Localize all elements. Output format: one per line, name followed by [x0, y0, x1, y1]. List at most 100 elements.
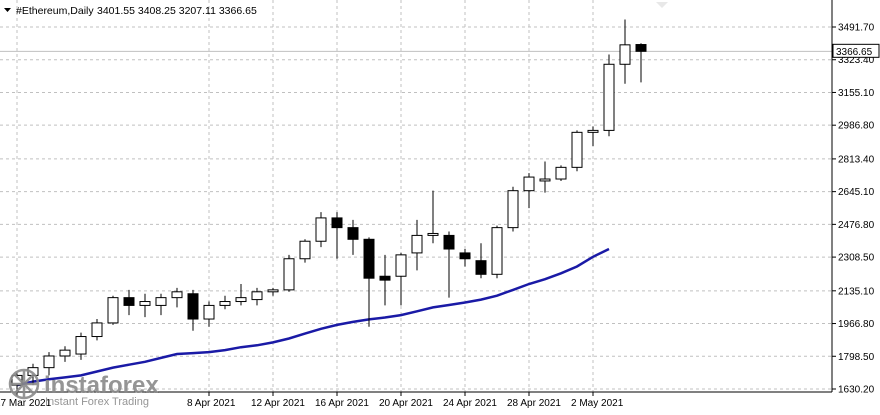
candle — [299, 239, 311, 263]
candle — [523, 173, 535, 209]
candle-body-bull — [155, 297, 167, 306]
candle — [603, 54, 615, 137]
candle — [331, 212, 343, 259]
candle-body-bull — [299, 240, 311, 260]
candle-body-bull — [491, 227, 503, 275]
x-tick-label: 2 May 2021 — [571, 398, 624, 409]
candle-body-bull — [171, 291, 183, 299]
candle-body-bear — [475, 260, 487, 275]
candle — [395, 252, 407, 306]
candle — [475, 243, 487, 279]
candle-body-bull — [555, 166, 567, 180]
candle-body-bull — [619, 44, 631, 65]
symbol-label: #Ethereum,Daily — [16, 5, 94, 17]
candle — [427, 190, 439, 244]
candle-body-bull — [315, 217, 327, 242]
y-tick-label: 2476.80 — [838, 220, 875, 231]
candle — [459, 249, 471, 267]
watermark-tagline: Instant Forex Trading — [45, 396, 149, 408]
candle — [123, 289, 135, 316]
candle-body-bull — [43, 355, 55, 369]
candle — [283, 254, 295, 292]
instaforex-logo-icon — [8, 368, 40, 400]
candle — [59, 346, 71, 362]
candle-body-bull — [75, 336, 87, 355]
candle-body-bull — [603, 63, 615, 131]
y-tick-label: 1798.50 — [838, 352, 875, 363]
candle — [539, 161, 551, 193]
candle-body-bear — [123, 297, 135, 306]
x-tick-label: 8 Apr 2021 — [187, 398, 236, 409]
candle — [491, 225, 503, 279]
candle — [635, 43, 647, 83]
candle-body-bear — [187, 293, 199, 320]
y-tick-label: 2986.80 — [838, 121, 875, 132]
candle — [187, 289, 199, 331]
candle — [219, 295, 231, 310]
shift-marker-icon[interactable] — [656, 2, 668, 8]
y-tick-label: 2645.10 — [838, 187, 875, 198]
candle — [619, 19, 631, 84]
current-price-label: 3366.65 — [836, 47, 873, 58]
candle — [507, 186, 519, 232]
candle-body-bear — [443, 234, 455, 250]
candles — [11, 19, 647, 391]
candle-body-bull — [91, 322, 103, 338]
candle — [75, 332, 87, 360]
candle-body-bull — [523, 176, 535, 192]
y-tick-label: 3323.40 — [838, 55, 875, 66]
candle-body-bear — [331, 217, 343, 229]
candle — [267, 287, 279, 296]
x-tick-label: 24 Apr 2021 — [443, 398, 497, 409]
candle — [347, 219, 359, 255]
x-tick-label: 16 Apr 2021 — [315, 398, 369, 409]
chart-header: #Ethereum,Daily 3401.55 3408.25 3207.11 … — [4, 5, 257, 17]
candle-body-bull — [411, 234, 423, 254]
candle-body-bear — [363, 238, 375, 279]
current-price-box — [832, 43, 880, 58]
candle — [251, 287, 263, 306]
candle — [379, 254, 391, 306]
candle-body-bull — [251, 291, 263, 301]
y-tick-label: 2813.40 — [838, 154, 875, 165]
candle-body-bull — [539, 178, 551, 182]
candle-body-bull — [427, 232, 439, 236]
candle — [91, 319, 103, 341]
candle-body-bull — [107, 297, 119, 324]
y-tick-label: 1630.20 — [838, 385, 875, 396]
candle — [155, 293, 167, 316]
candle-body-bull — [267, 289, 279, 293]
candle-body-bull — [219, 301, 231, 306]
candle-body-bull — [59, 349, 71, 357]
dropdown-triangle-icon[interactable] — [4, 8, 11, 12]
candle-body-bull — [139, 301, 151, 306]
x-tick-label: 27 Mar 2021 — [0, 398, 52, 409]
candle-body-bear — [379, 275, 391, 281]
candle — [171, 287, 183, 308]
candle-body-bull — [203, 304, 215, 320]
candle — [43, 352, 55, 376]
y-tick-label: 3155.10 — [838, 88, 875, 99]
watermark-brand: instaforex — [44, 372, 159, 399]
y-tick-label: 3491.70 — [838, 23, 875, 34]
candle — [363, 237, 375, 327]
candle — [203, 301, 215, 327]
ohlc-values: 3401.55 3408.25 3207.11 3366.65 — [97, 5, 257, 17]
watermark: instaforex Instant Forex Trading — [8, 368, 159, 408]
y-tick-label: 2135.10 — [838, 286, 875, 297]
candle-body-bear — [635, 44, 647, 52]
candle-body-bull — [571, 131, 583, 168]
candle-body-bull — [283, 258, 295, 291]
x-tick-label: 12 Apr 2021 — [251, 398, 305, 409]
x-tick-label: 28 Apr 2021 — [507, 398, 561, 409]
x-tick-label: 20 Apr 2021 — [379, 398, 433, 409]
candle — [235, 284, 247, 306]
y-tick-label: 1966.80 — [838, 319, 875, 330]
candle — [139, 293, 151, 318]
candle-body-bull — [395, 254, 407, 277]
candle-body-bull — [235, 297, 247, 303]
